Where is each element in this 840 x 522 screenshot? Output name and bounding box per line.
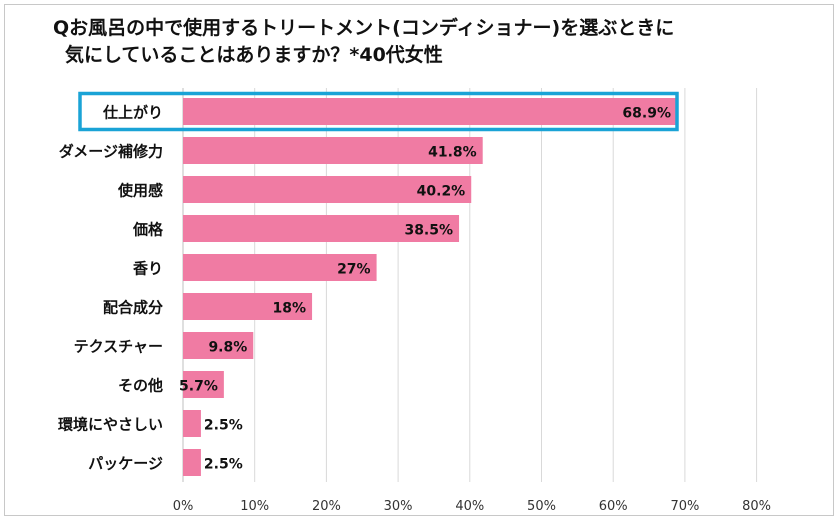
chart-title: Qお風呂の中で使用するトリートメント(コンディショナー)を選ぶときに 気にしてい… <box>53 15 833 69</box>
bar <box>183 98 678 125</box>
category-label: 使用感 <box>117 182 163 200</box>
data-label: 38.5% <box>404 223 453 239</box>
bar <box>183 254 377 281</box>
x-tick-label: 60% <box>599 499 628 514</box>
x-tick-label: 70% <box>670 499 699 514</box>
category-label: 香り <box>133 260 163 278</box>
x-tick-label: 30% <box>384 499 413 514</box>
bar <box>183 176 472 203</box>
bar <box>183 293 313 320</box>
x-tick-label: 20% <box>312 499 341 514</box>
bar <box>183 371 224 398</box>
category-label: ダメージ補修力 <box>59 143 163 161</box>
data-label: 40.2% <box>417 184 466 200</box>
category-label: その他 <box>118 377 163 395</box>
x-tick-label: 50% <box>527 499 556 514</box>
data-label: 68.9% <box>622 106 671 122</box>
bar <box>183 215 460 242</box>
category-label: パッケージ <box>88 455 163 473</box>
category-label: 配合成分 <box>103 299 163 317</box>
data-label: 9.8% <box>208 340 247 356</box>
category-label: 価格 <box>132 221 164 239</box>
title-line-1: Qお風呂の中で使用するトリートメント(コンディショナー)を選ぶときに <box>53 17 675 39</box>
data-label: 2.5% <box>204 418 243 434</box>
bar <box>183 449 201 476</box>
bar <box>183 137 483 164</box>
data-label: 5.7% <box>179 379 218 395</box>
bar <box>183 332 254 359</box>
x-tick-label: 10% <box>240 499 269 514</box>
bar <box>183 410 201 437</box>
data-label: 2.5% <box>204 457 243 473</box>
data-label: 41.8% <box>428 145 477 161</box>
x-tick-label: 40% <box>455 499 484 514</box>
data-label: 27% <box>337 262 371 278</box>
x-tick-label: 80% <box>742 499 771 514</box>
category-label: 環境にやさしい <box>58 416 163 434</box>
highlight-box <box>78 91 679 132</box>
category-label: テクスチャー <box>74 338 163 356</box>
chart-frame: Qお風呂の中で使用するトリートメント(コンディショナー)を選ぶときに 気にしてい… <box>4 4 834 516</box>
title-line-2: 気にしていることはありますか？*40代女性 <box>65 44 443 66</box>
x-tick-label: 0% <box>173 499 194 514</box>
data-label: 18% <box>273 301 307 317</box>
category-label: 仕上がり <box>102 104 163 122</box>
